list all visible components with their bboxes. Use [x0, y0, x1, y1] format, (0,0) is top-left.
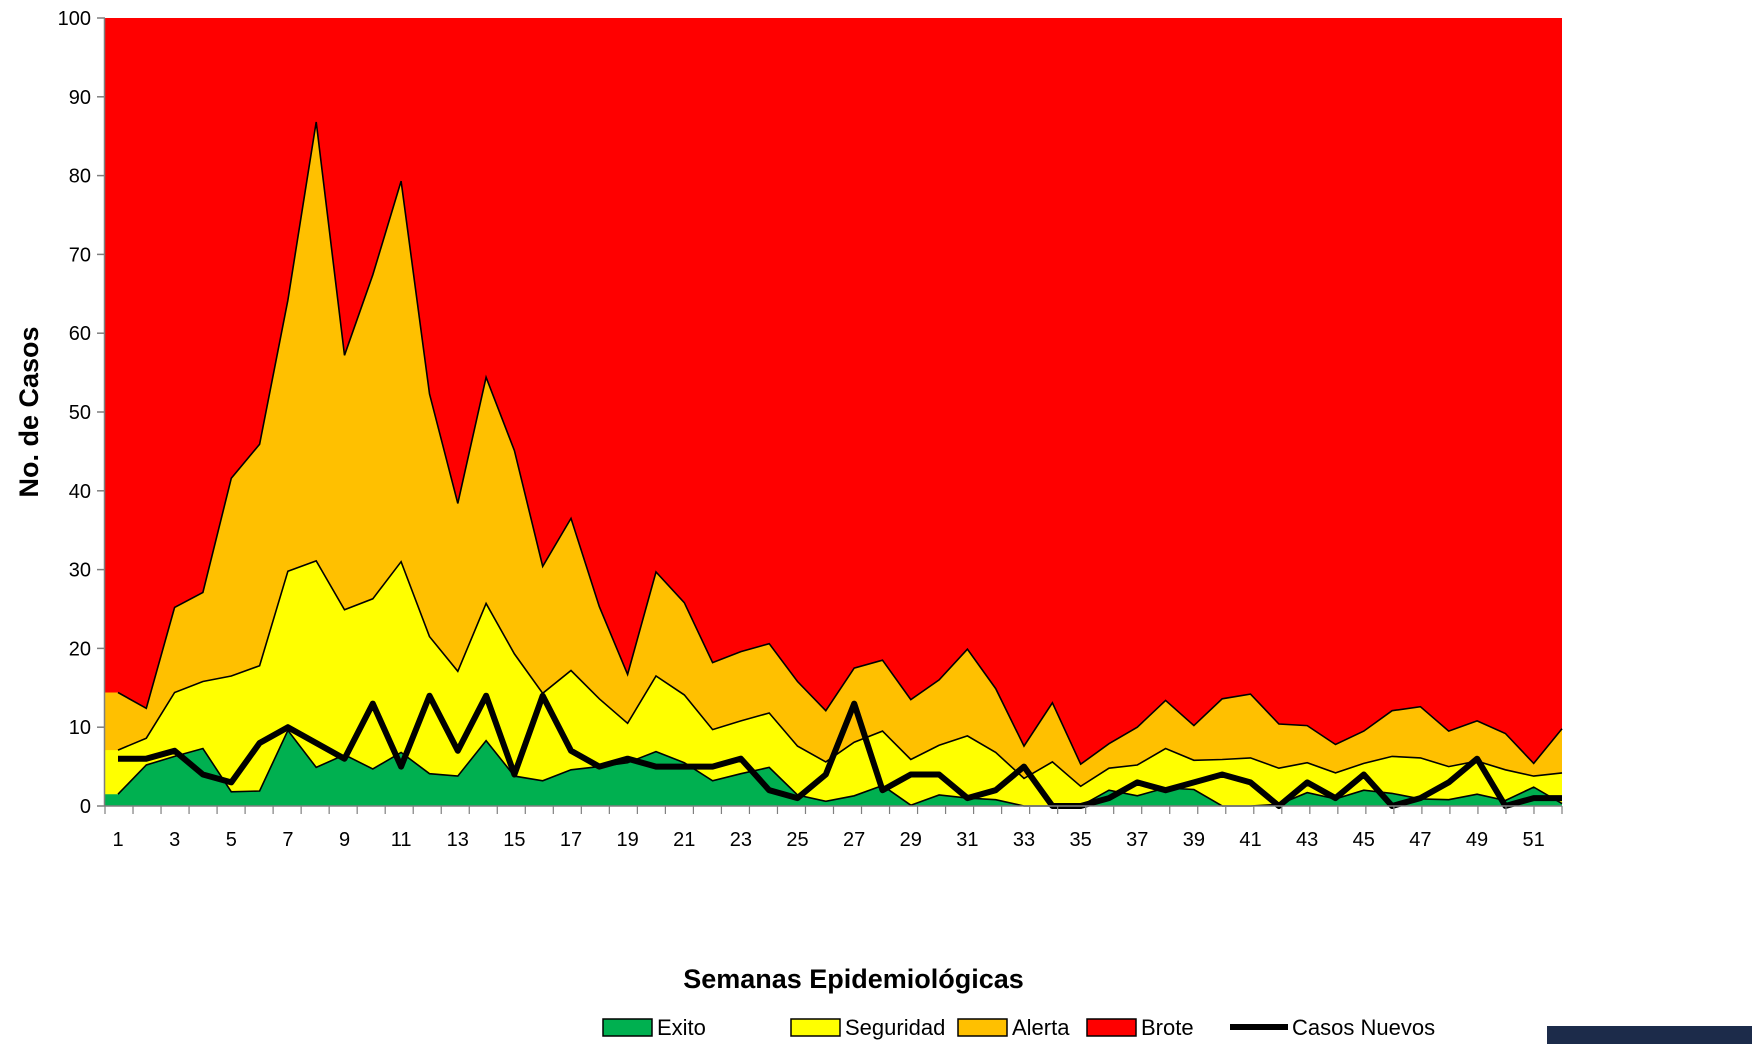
legend-label: Brote: [1141, 1015, 1194, 1040]
line-series-group: [118, 692, 1562, 809]
x-tick-label: 25: [786, 829, 808, 851]
legend-swatch: [1086, 1018, 1137, 1037]
area-alerta: [105, 122, 1562, 806]
y-tick-label: 10: [69, 717, 91, 739]
legend-swatch: [957, 1018, 1008, 1037]
x-tick-label: 29: [900, 829, 922, 851]
x-tick-label: 9: [339, 829, 350, 851]
x-tick-label: 37: [1126, 829, 1148, 851]
line-casos-nuevos: [118, 692, 1562, 809]
area-exito: [105, 730, 1562, 806]
legend: Exito Seguridad Alerta Brote Casos Nuevos: [602, 1015, 1752, 1044]
legend-label: Exito: [657, 1015, 706, 1040]
y-tick-labels: 0 10 20 30 40 50 60 70 80 90 100: [58, 8, 91, 818]
y-tick-label: 60: [69, 323, 91, 345]
x-tick-label: 43: [1296, 829, 1318, 851]
x-tick-label: 7: [282, 829, 293, 851]
x-tick-label: 33: [1013, 829, 1035, 851]
x-tick-label: 23: [730, 829, 752, 851]
x-tick-label: 21: [673, 829, 695, 851]
area-seguridad: [105, 560, 1562, 806]
legend-swatch: [790, 1018, 841, 1037]
y-tick-label: 80: [69, 166, 91, 188]
outline-seguridad: [117, 559, 1563, 788]
outline-alerta: [117, 121, 1563, 766]
y-tick-label: 90: [69, 87, 91, 109]
y-tick-label: 100: [58, 8, 91, 30]
x-tick-label: 15: [503, 829, 525, 851]
y-tick-label: 20: [69, 638, 91, 660]
legend-label: Alerta: [1012, 1015, 1070, 1040]
x-tick-label: 19: [617, 829, 639, 851]
x-tick-label: 11: [391, 829, 412, 851]
x-tick-label: 5: [226, 829, 237, 851]
y-tick-label: 30: [69, 560, 91, 582]
y-tick-label: 0: [80, 796, 91, 818]
x-tick-label: 51: [1523, 829, 1545, 851]
x-tick-label: 45: [1353, 829, 1375, 851]
x-axis-title: Semanas Epidemiológicas: [683, 964, 1024, 994]
outline-exito: [117, 728, 1563, 807]
x-tick-label: 35: [1070, 829, 1092, 851]
legend-label: Seguridad: [845, 1015, 945, 1040]
area-outlines-group: [117, 121, 1563, 807]
x-tick-label: 47: [1409, 829, 1431, 851]
x-tick-label: 27: [843, 829, 865, 851]
y-tick-label: 40: [69, 481, 91, 503]
legend-item-seguridad: Seguridad: [790, 1015, 945, 1040]
legend-item-casos-nuevos: Casos Nuevos: [1230, 1015, 1435, 1040]
legend-item-exito: Exito: [602, 1015, 706, 1040]
x-tick-label: 17: [560, 829, 582, 851]
x-tick-label: 13: [447, 829, 469, 851]
legend-swatch: [602, 1018, 653, 1037]
x-tick-label: 49: [1466, 829, 1488, 851]
x-tick-labels: 1 3 5 7 9 11 13 15 17 19 21 23 25 27 29 31 33 35 37 39 41 43 4…: [112, 829, 1544, 851]
x-tick-label: 3: [169, 829, 180, 851]
legend-item-alerta: Alerta: [957, 1015, 1070, 1040]
x-tick-label: 41: [1239, 829, 1261, 851]
axes-group: [97, 17, 1563, 814]
y-tick-label: 50: [69, 402, 91, 424]
x-tick-label: 39: [1183, 829, 1205, 851]
legend-item-brote: Brote: [1086, 1015, 1194, 1040]
y-axis-title: No. de Casos: [14, 326, 44, 497]
logo-fragment: [1547, 1026, 1752, 1044]
legend-label: Casos Nuevos: [1292, 1015, 1435, 1040]
area-series-group: [105, 18, 1562, 806]
x-tick-label: 31: [956, 829, 978, 851]
y-tick-label: 70: [69, 244, 91, 266]
x-tick-label: 1: [112, 829, 123, 851]
